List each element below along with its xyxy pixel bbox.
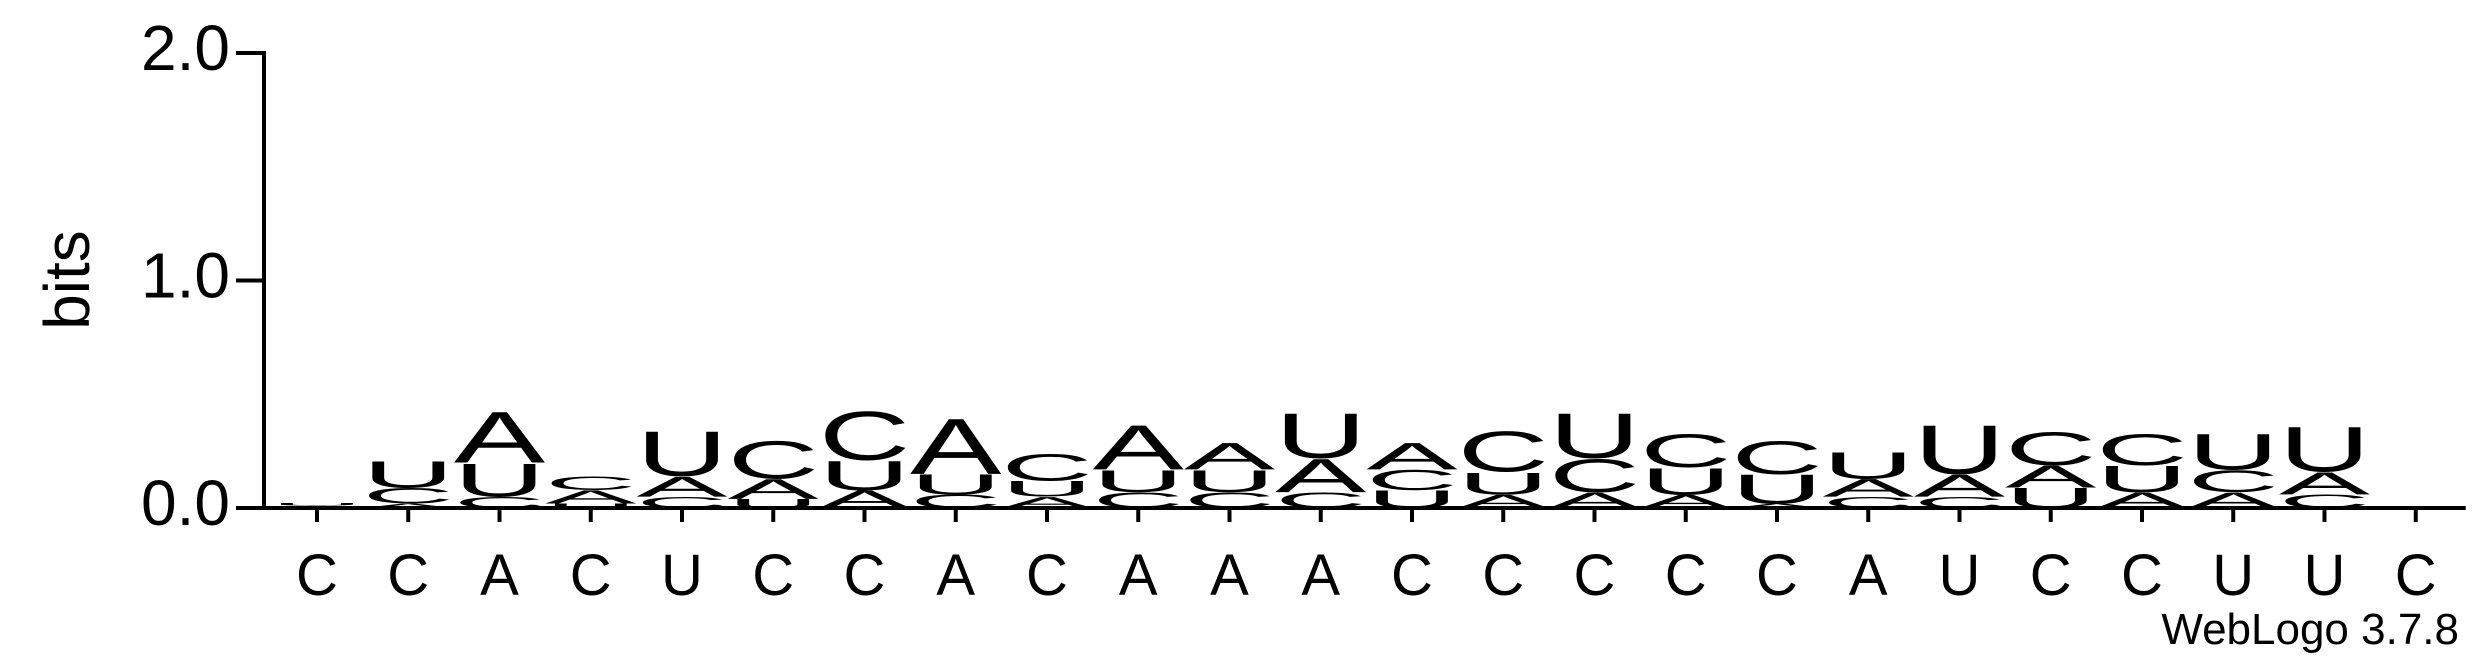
logo-letter: U <box>819 452 910 498</box>
x-tick-label: A <box>1210 543 1249 608</box>
x-tick-label: C <box>1756 543 1798 608</box>
x-tick-label: C <box>2030 543 2072 608</box>
logo-letter: A <box>1275 449 1367 502</box>
logo-letter: A <box>2188 488 2280 513</box>
x-tick-label: U <box>2212 543 2254 608</box>
logo-letter: C <box>1458 420 1549 484</box>
logo-letter: U <box>1731 466 1822 512</box>
logo-letter: C <box>545 473 636 494</box>
x-tick-label: U <box>661 543 703 608</box>
y-axis-label: bits <box>31 230 103 330</box>
logo-letter: U <box>2188 424 2279 480</box>
logo-letter: A <box>2279 466 2371 501</box>
logo-letter: U <box>1823 444 1914 487</box>
logo-letter: A <box>910 402 1002 491</box>
logo-letter: A <box>1093 412 1184 483</box>
logo-letter: A <box>636 471 727 503</box>
logo-letter: U <box>2005 482 2096 514</box>
logo-letter: C <box>1366 464 1457 496</box>
x-tick-label: C <box>752 543 794 608</box>
x-tick-label: C <box>387 543 429 608</box>
x-tick-label: C <box>296 543 338 608</box>
logo-letter: U <box>1914 411 2005 489</box>
logo-letter: A <box>271 505 363 509</box>
logo-letter: A <box>1184 435 1275 478</box>
x-tick-label: U <box>1939 543 1981 608</box>
logo-letter: C <box>1731 431 1822 484</box>
x-tick-label: U <box>2304 543 2346 608</box>
logo-letter: A <box>1366 435 1457 478</box>
logo-letter: C <box>728 430 819 491</box>
x-tick-label: A <box>1849 543 1888 608</box>
y-tick-label: 1.0 <box>141 239 230 311</box>
logo-letter: A <box>454 397 545 478</box>
logo-letter: C <box>910 491 1001 512</box>
logo-letter: A <box>1458 491 1549 512</box>
logo-letter: C <box>1001 446 1092 489</box>
logo-letter: U <box>1640 460 1731 503</box>
x-tick-label: A <box>1119 543 1158 608</box>
y-tick-label: 2.0 <box>141 12 230 84</box>
logo-letter: C <box>1914 494 2005 512</box>
logo-letter: C <box>2188 463 2279 499</box>
logo-letter: U <box>1093 463 1184 499</box>
x-tick-label: C <box>1665 543 1707 608</box>
logo-letter: A <box>363 502 455 509</box>
logo-letter: C <box>2279 491 2370 512</box>
x-tick-label: C <box>844 543 886 608</box>
logo-letter: C <box>1823 494 1914 512</box>
logo-letter: C <box>1184 488 1275 513</box>
logo-letter: A <box>1731 502 1823 509</box>
logo-letter: C <box>454 494 545 512</box>
logo-letter: A <box>2005 459 2097 494</box>
logo-letter: U <box>728 497 819 511</box>
x-tick-label: C <box>1574 543 1616 608</box>
logo-letter: A <box>1001 494 1092 512</box>
x-tick-label: A <box>1301 543 1340 608</box>
logo-letter: C <box>1549 450 1640 503</box>
y-tick-label: 0.0 <box>141 467 230 539</box>
logo-letter: U <box>636 419 727 490</box>
logo-letter: U <box>2096 457 2187 500</box>
logo-letter: A <box>1914 468 2006 503</box>
x-tick-label: C <box>1482 543 1524 608</box>
logo-letter: U <box>271 503 362 507</box>
logo-letter: U <box>454 454 545 507</box>
logo-letter: U <box>1366 485 1457 513</box>
logo-letter: A <box>819 485 911 513</box>
logo-letter: U <box>363 453 454 496</box>
logo-letter: C <box>2096 425 2187 475</box>
x-tick-label: A <box>936 543 975 608</box>
logo-letter: C <box>1640 425 1731 478</box>
footer: WebLogo 3.7.8 <box>2161 605 2459 654</box>
logo-letter: C <box>2005 422 2096 475</box>
logo-letter: A <box>2096 488 2188 513</box>
logo-letter: U <box>2279 414 2370 485</box>
logo-letter: A <box>1823 474 1915 502</box>
x-tick-label: C <box>2395 543 2437 608</box>
logo-letter: A <box>545 486 636 507</box>
x-tick-label: C <box>2121 543 2163 608</box>
logo-letter: C <box>1275 488 1366 513</box>
logo-letter: A <box>1549 488 1641 513</box>
logo-letter: A <box>1640 491 1731 512</box>
logo-letter: C <box>363 484 454 509</box>
x-tick-label: C <box>570 543 612 608</box>
logo-letter: U <box>1275 401 1366 472</box>
logo-letter: U <box>910 469 1001 501</box>
logo-letter: A <box>728 473 819 505</box>
x-tick-label: C <box>1391 543 1433 608</box>
logo-letter: C <box>1093 488 1184 513</box>
logo-letter: U <box>1001 477 1092 502</box>
logo-letter: C <box>819 397 910 475</box>
x-tick-label: A <box>480 543 519 608</box>
logo-letter: U <box>1549 401 1640 472</box>
logo-letter: C <box>636 494 727 512</box>
logo-letter: U <box>1184 463 1275 499</box>
logo-letter: U <box>1458 466 1549 502</box>
logo-letter: U <box>545 502 636 509</box>
x-tick-label: C <box>1026 543 1068 608</box>
